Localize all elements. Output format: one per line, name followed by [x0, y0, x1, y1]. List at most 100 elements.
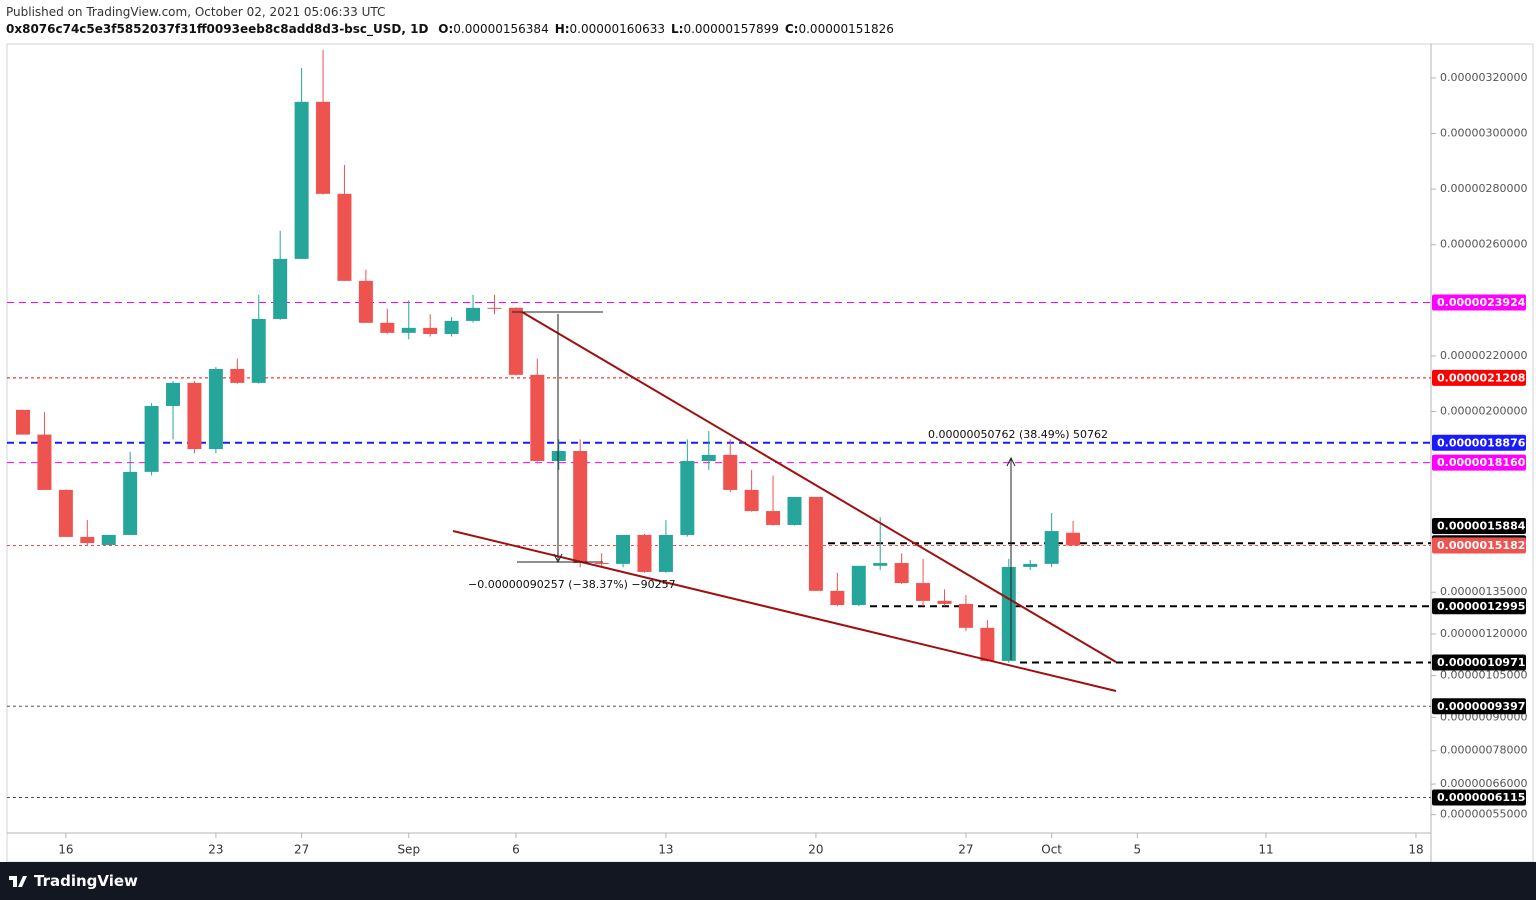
level-label: 0.00000093973	[1437, 700, 1533, 713]
ohlc-key: O:	[438, 22, 454, 36]
candle-body	[637, 534, 652, 572]
y-tick-label: 0.00000220000	[1440, 349, 1527, 362]
symbol: 0x8076c74c5e3f5852037f31ff0093eeb8c8add8…	[6, 22, 429, 36]
candle-body	[830, 590, 845, 606]
measure-label: −0.00000090257 (−38.37%) −90257	[468, 578, 676, 591]
x-tick-label: 5	[1134, 843, 1142, 857]
candle-body	[573, 451, 588, 564]
candle-body	[80, 536, 95, 544]
x-tick-label: 18	[1408, 843, 1423, 857]
x-tick-label: 13	[658, 843, 673, 857]
candle-body	[594, 563, 609, 565]
candle-body	[251, 318, 266, 383]
candle-body	[958, 603, 973, 628]
drawings: −0.00000090257 (−38.37%) −90257 0.000000…	[452, 311, 1117, 692]
measure-label: 0.00000050762 (38.49%) 50762	[928, 428, 1108, 441]
candle-body	[916, 583, 931, 601]
candle-body	[187, 382, 202, 450]
ohlc-value: 0.00000160633	[569, 22, 665, 36]
trend-line	[452, 530, 1117, 692]
candle-body	[1044, 531, 1059, 564]
y-tick-label: 0.00000078000	[1440, 744, 1527, 757]
level-label: 0.00000188769	[1437, 436, 1533, 449]
level-label: 0.00000151826	[1437, 539, 1533, 552]
level-label: 0.00000109713	[1437, 656, 1533, 669]
candle-body	[423, 327, 438, 334]
candle-body	[487, 307, 502, 309]
candle-body	[358, 280, 373, 323]
y-tick-label: 0.00000320000	[1440, 71, 1527, 84]
level-label-bg	[1432, 537, 1526, 554]
x-tick-label: 27	[294, 843, 309, 857]
candle-body	[723, 454, 738, 490]
candle-body	[16, 409, 31, 435]
candle-body	[744, 489, 759, 512]
level-label: 0.00000158845	[1437, 519, 1533, 532]
trend-line	[521, 311, 1117, 663]
level-label: 0.00000061156	[1437, 791, 1533, 804]
level-label-bg	[1432, 369, 1526, 386]
y-tick-label: 0.00000135000	[1440, 585, 1527, 598]
candle-body	[894, 563, 909, 584]
level-label-bg	[1432, 598, 1526, 615]
candle-body	[808, 496, 823, 591]
level-label: 0.00000212086	[1437, 371, 1533, 384]
ohlc-legend: O:0.00000156384 H:0.00000160633 L:0.000001…	[432, 22, 894, 36]
candle-body	[980, 627, 995, 661]
candle-body	[937, 600, 952, 604]
candle-body	[766, 511, 781, 525]
candle-body	[787, 496, 802, 525]
candle-body	[58, 489, 73, 537]
publish-title: Published on TradingView.com, October 02…	[6, 5, 386, 19]
candle-body	[144, 405, 159, 472]
level-label: 0.00000239240	[1437, 296, 1533, 309]
level-label: 0.00000181609	[1437, 456, 1533, 469]
footer: TradingView	[0, 862, 1536, 900]
level-label-bg	[1432, 517, 1526, 534]
x-tick-label: 23	[208, 843, 223, 857]
chart: −0.00000090257 (−38.37%) −90257 0.000000…	[6, 43, 1534, 862]
level-label-bg	[1432, 454, 1526, 471]
candle-body	[380, 322, 395, 333]
candle-body	[851, 565, 866, 606]
x-tick-label: 27	[958, 843, 973, 857]
level-label-bg	[1432, 434, 1526, 451]
candle-body	[166, 382, 181, 406]
candle-body	[101, 534, 116, 545]
header: Published on TradingView.com, October 02…	[0, 0, 1536, 44]
measure-arrow	[1006, 456, 1016, 467]
ohlc-value: 0.00000151826	[798, 22, 894, 36]
candle-body	[1023, 563, 1038, 567]
brand-text: TradingView	[34, 872, 138, 890]
candle-body	[466, 307, 481, 321]
candle-body	[294, 101, 309, 259]
candle-body	[508, 307, 523, 375]
candle-body	[658, 534, 673, 572]
brand-logo	[9, 876, 27, 887]
candle-body	[208, 368, 223, 450]
y-tick-label: 0.00000105000	[1440, 669, 1527, 682]
ohlc-key: H:	[554, 22, 570, 36]
level-label-bg	[1432, 789, 1526, 806]
y-tick-label: 0.00000120000	[1440, 627, 1527, 640]
candle-body	[230, 368, 245, 383]
candle-body	[316, 101, 331, 194]
candle-body	[123, 471, 138, 535]
y-tick-label: 0.00000055000	[1440, 808, 1527, 821]
level-label-bg	[1432, 654, 1526, 671]
candle-body	[530, 374, 545, 462]
y-tick-label: 0.00000280000	[1440, 182, 1527, 195]
ohlc-key: C:	[784, 22, 799, 36]
x-tick-label: 16	[58, 843, 73, 857]
candle-body	[337, 193, 352, 281]
candle-body	[701, 454, 716, 462]
x-tick-label: Oct	[1041, 843, 1062, 857]
candle-body	[680, 461, 695, 535]
candle-body	[616, 534, 631, 564]
y-tick-label: 0.00000260000	[1440, 238, 1527, 251]
chart-frame	[6, 43, 1534, 862]
measure-arrow	[553, 553, 563, 564]
y-tick-label: 0.00000066000	[1440, 777, 1527, 790]
candle-body	[1066, 532, 1081, 546]
